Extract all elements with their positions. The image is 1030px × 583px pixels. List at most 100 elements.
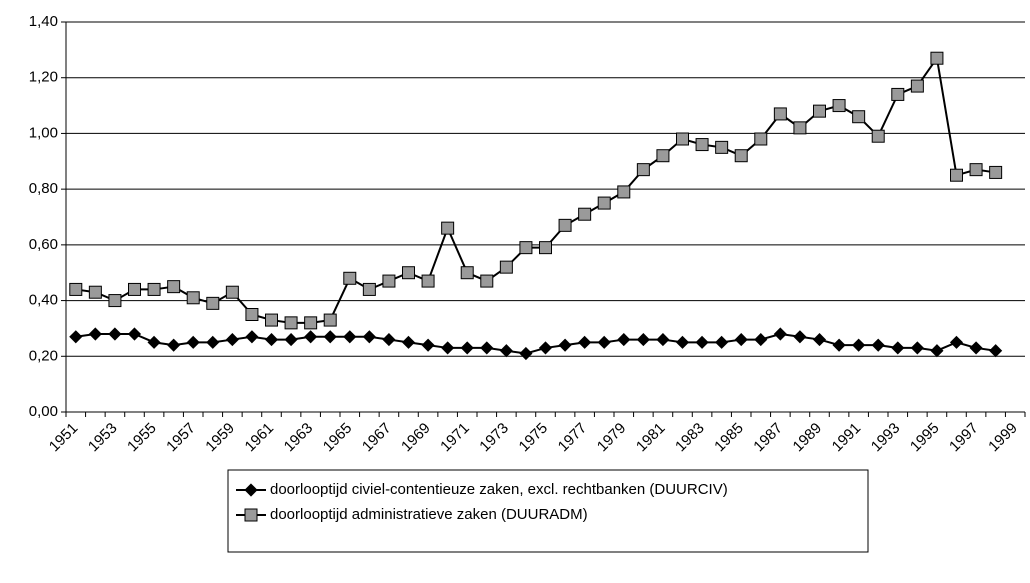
- legend-marker: [244, 508, 258, 522]
- x-tick-label: 1991: [829, 420, 865, 456]
- data-point: [382, 333, 396, 347]
- data-point: [969, 163, 983, 177]
- data-point: [441, 221, 455, 235]
- data-point: [167, 280, 181, 294]
- data-point: [754, 333, 768, 347]
- data-point: [225, 333, 239, 347]
- data-point: [88, 285, 102, 299]
- data-point: [441, 341, 455, 355]
- legend-marker: [244, 483, 258, 497]
- data-point: [715, 140, 729, 154]
- data-point: [362, 330, 376, 344]
- data-point: [245, 308, 259, 321]
- data-point: [480, 341, 494, 355]
- data-point: [852, 110, 866, 124]
- data-point: [617, 333, 631, 347]
- data-point: [147, 282, 161, 296]
- data-point: [969, 341, 983, 355]
- x-tick-label: 1951: [46, 420, 82, 456]
- data-point: [773, 327, 787, 341]
- data-point: [812, 333, 827, 347]
- data-point: [734, 333, 748, 347]
- data-point: [538, 341, 553, 355]
- data-point: [715, 335, 729, 349]
- data-point: [695, 138, 709, 152]
- data-point: [871, 338, 885, 352]
- data-point: [949, 335, 964, 349]
- data-point: [147, 335, 161, 349]
- data-point: [676, 132, 689, 146]
- x-tick-label: 1969: [398, 420, 434, 456]
- data-point: [264, 333, 279, 347]
- y-tick-label: 1,40: [29, 13, 58, 30]
- y-tick-label: 0,60: [29, 236, 58, 253]
- data-point: [88, 327, 102, 341]
- x-tick-label: 1957: [163, 420, 199, 456]
- data-point: [636, 333, 650, 347]
- data-point: [832, 338, 846, 352]
- data-point: [382, 274, 396, 288]
- data-point: [460, 341, 474, 355]
- data-point: [265, 313, 278, 327]
- data-point: [69, 282, 83, 296]
- data-point: [480, 274, 494, 288]
- data-point: [225, 285, 239, 299]
- data-point: [773, 107, 787, 121]
- legend-box: [227, 469, 869, 553]
- data-point: [362, 282, 376, 296]
- data-point: [578, 335, 592, 349]
- data-point: [343, 271, 357, 285]
- data-point: [323, 330, 337, 344]
- legend-label: doorlooptijd administratieve zaken (DUUR…: [270, 506, 588, 523]
- data-point: [578, 207, 592, 221]
- data-point: [891, 87, 905, 101]
- data-point: [793, 330, 807, 344]
- data-point: [558, 338, 572, 352]
- data-point: [989, 344, 1003, 358]
- data-point: [128, 282, 141, 296]
- data-point: [127, 327, 142, 341]
- data-point: [69, 330, 83, 344]
- data-point: [304, 330, 318, 344]
- data-point: [813, 104, 826, 118]
- x-tick-label: 1985: [711, 420, 747, 456]
- data-point: [421, 274, 435, 288]
- x-tick-label: 1963: [281, 420, 317, 456]
- data-point: [636, 163, 650, 177]
- data-point: [206, 296, 220, 310]
- data-point: [284, 316, 298, 330]
- data-point: [108, 294, 122, 308]
- x-tick-label: 1953: [85, 420, 121, 456]
- x-tick-label: 1993: [868, 420, 904, 456]
- data-point: [499, 260, 513, 274]
- data-point: [108, 327, 122, 341]
- data-point: [402, 266, 415, 280]
- x-tick-label: 1973: [476, 420, 512, 456]
- data-point: [930, 344, 944, 358]
- data-point: [186, 291, 200, 305]
- x-tick-label: 1961: [242, 420, 278, 456]
- data-point: [519, 346, 533, 361]
- data-point: [910, 341, 924, 355]
- x-tick-label: 1989: [790, 420, 826, 456]
- data-point: [167, 338, 181, 352]
- x-tick-label: 1983: [672, 420, 708, 456]
- data-point: [597, 335, 611, 349]
- data-point: [401, 335, 416, 349]
- data-point: [343, 330, 357, 344]
- data-point: [617, 185, 631, 199]
- data-point: [754, 132, 768, 146]
- data-point: [323, 313, 337, 327]
- data-point: [186, 335, 200, 349]
- data-point: [304, 316, 318, 330]
- x-tick-label: 1971: [437, 420, 473, 456]
- data-point: [734, 149, 748, 163]
- x-tick-label: 1987: [750, 420, 786, 456]
- x-tick-label: 1965: [320, 420, 356, 456]
- x-tick-label: 1977: [555, 420, 591, 456]
- data-point: [989, 165, 1003, 179]
- x-tick-label: 1979: [594, 420, 630, 456]
- data-point: [519, 241, 533, 255]
- x-tick-label: 1981: [633, 420, 669, 456]
